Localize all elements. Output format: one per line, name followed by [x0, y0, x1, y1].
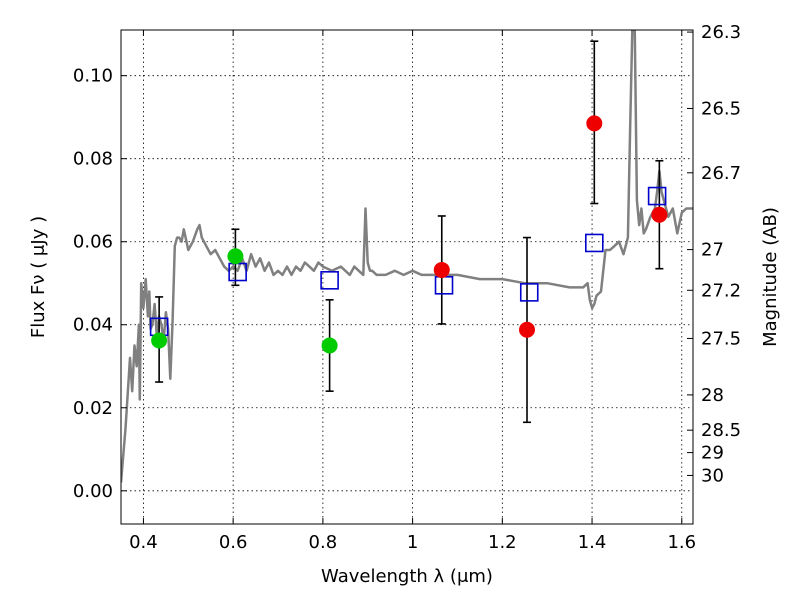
right-tick-label: 27.2 — [701, 280, 741, 301]
observed-point-red — [651, 206, 668, 223]
right-axis-label: Magnitude (AB) — [760, 207, 781, 347]
x-axis-label: Wavelength λ (μm) — [321, 566, 493, 587]
right-tick-label: 26.7 — [701, 163, 741, 184]
x-tick-label: 0.6 — [219, 532, 248, 553]
model-photometry-square — [647, 186, 667, 206]
right-tick-label: 28 — [701, 385, 724, 406]
y-tick-label: 0.08 — [73, 149, 113, 170]
right-tick-label: 27.5 — [701, 328, 741, 349]
model-photometry-square — [519, 283, 539, 302]
observed-point-green — [227, 248, 244, 265]
y-axis-label: Flux Fν ( μJy ) — [28, 216, 49, 338]
observed-point-red — [519, 321, 536, 338]
x-tick-label: 1.6 — [667, 532, 696, 553]
x-tick-label: 0.4 — [129, 532, 158, 553]
observed-point-green — [151, 332, 168, 349]
grid — [121, 30, 693, 524]
observed-point-red — [433, 261, 450, 278]
right-tick-label: 26.3 — [701, 22, 741, 43]
right-tick-label: 30 — [701, 465, 724, 486]
right-tick-label: 26.5 — [701, 98, 741, 119]
x-tick-label: 0.8 — [309, 532, 338, 553]
y-tick-label: 0.06 — [73, 232, 113, 253]
axes: 0.4 0.6 0.8 1 1.2 1.4 1.6 0.00 0.02 0.04 0.06 0.08 0… — [73, 22, 741, 553]
right-tick-label: 29 — [701, 443, 724, 464]
data-layer — [121, 30, 693, 483]
right-tick-label: 27 — [701, 240, 724, 261]
observed-point-red — [586, 115, 603, 132]
x-tick-label: 1.4 — [578, 532, 607, 553]
right-tick-label: 28.5 — [701, 420, 741, 441]
x-tick-label: 1 — [407, 532, 418, 553]
observed-point-green — [321, 337, 338, 354]
y-tick-label: 0.10 — [73, 66, 113, 87]
y-tick-label: 0.04 — [73, 315, 113, 336]
y-tick-label: 0.00 — [73, 481, 113, 502]
y-tick-label: 0.02 — [73, 398, 113, 419]
spectrum-line — [121, 30, 693, 483]
x-tick-label: 1.2 — [488, 532, 517, 553]
model-photometry-square — [585, 233, 604, 253]
model-photometry-square — [320, 271, 339, 290]
plot-frame — [120, 29, 694, 525]
